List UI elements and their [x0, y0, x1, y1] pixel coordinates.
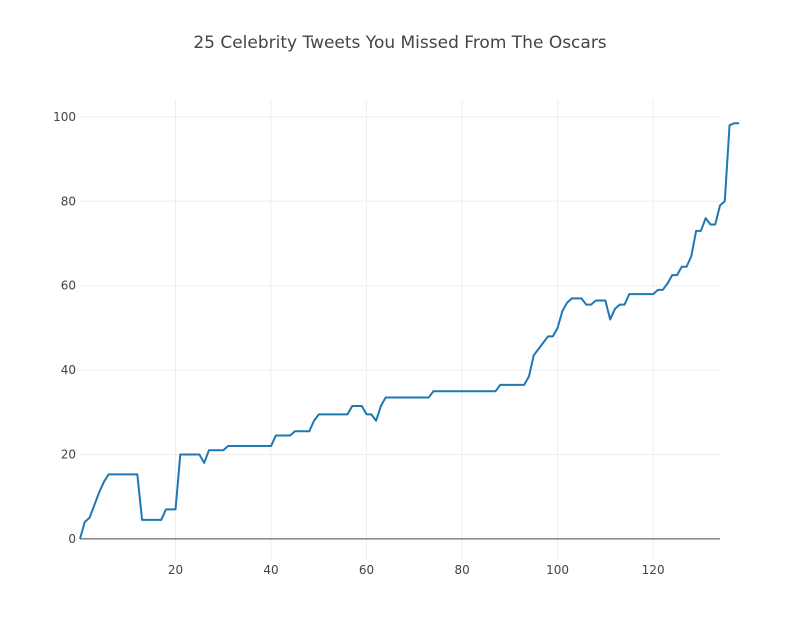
x-tick-label: 20 — [168, 563, 183, 577]
y-tick-label: 60 — [61, 279, 76, 293]
y-tick-label: 0 — [68, 532, 76, 546]
y-tick-label: 80 — [61, 194, 76, 208]
x-tick-label: 60 — [359, 563, 374, 577]
grid-layer — [80, 100, 720, 560]
series-line — [79, 122, 740, 540]
x-tick-label: 100 — [546, 563, 569, 577]
axis-layer: 20 40 60 80 100 120 0 20 40 60 80 100 — [53, 110, 720, 577]
y-tick-label: 20 — [61, 447, 76, 461]
y-tick-label: 40 — [61, 363, 76, 377]
x-tick-label: 80 — [454, 563, 469, 577]
x-tick-label: 120 — [642, 563, 665, 577]
x-tick-label: 40 — [263, 563, 278, 577]
chart-title: 25 Celebrity Tweets You Missed From The … — [193, 33, 607, 53]
series-layer — [79, 122, 740, 540]
y-tick-label: 100 — [53, 110, 76, 124]
